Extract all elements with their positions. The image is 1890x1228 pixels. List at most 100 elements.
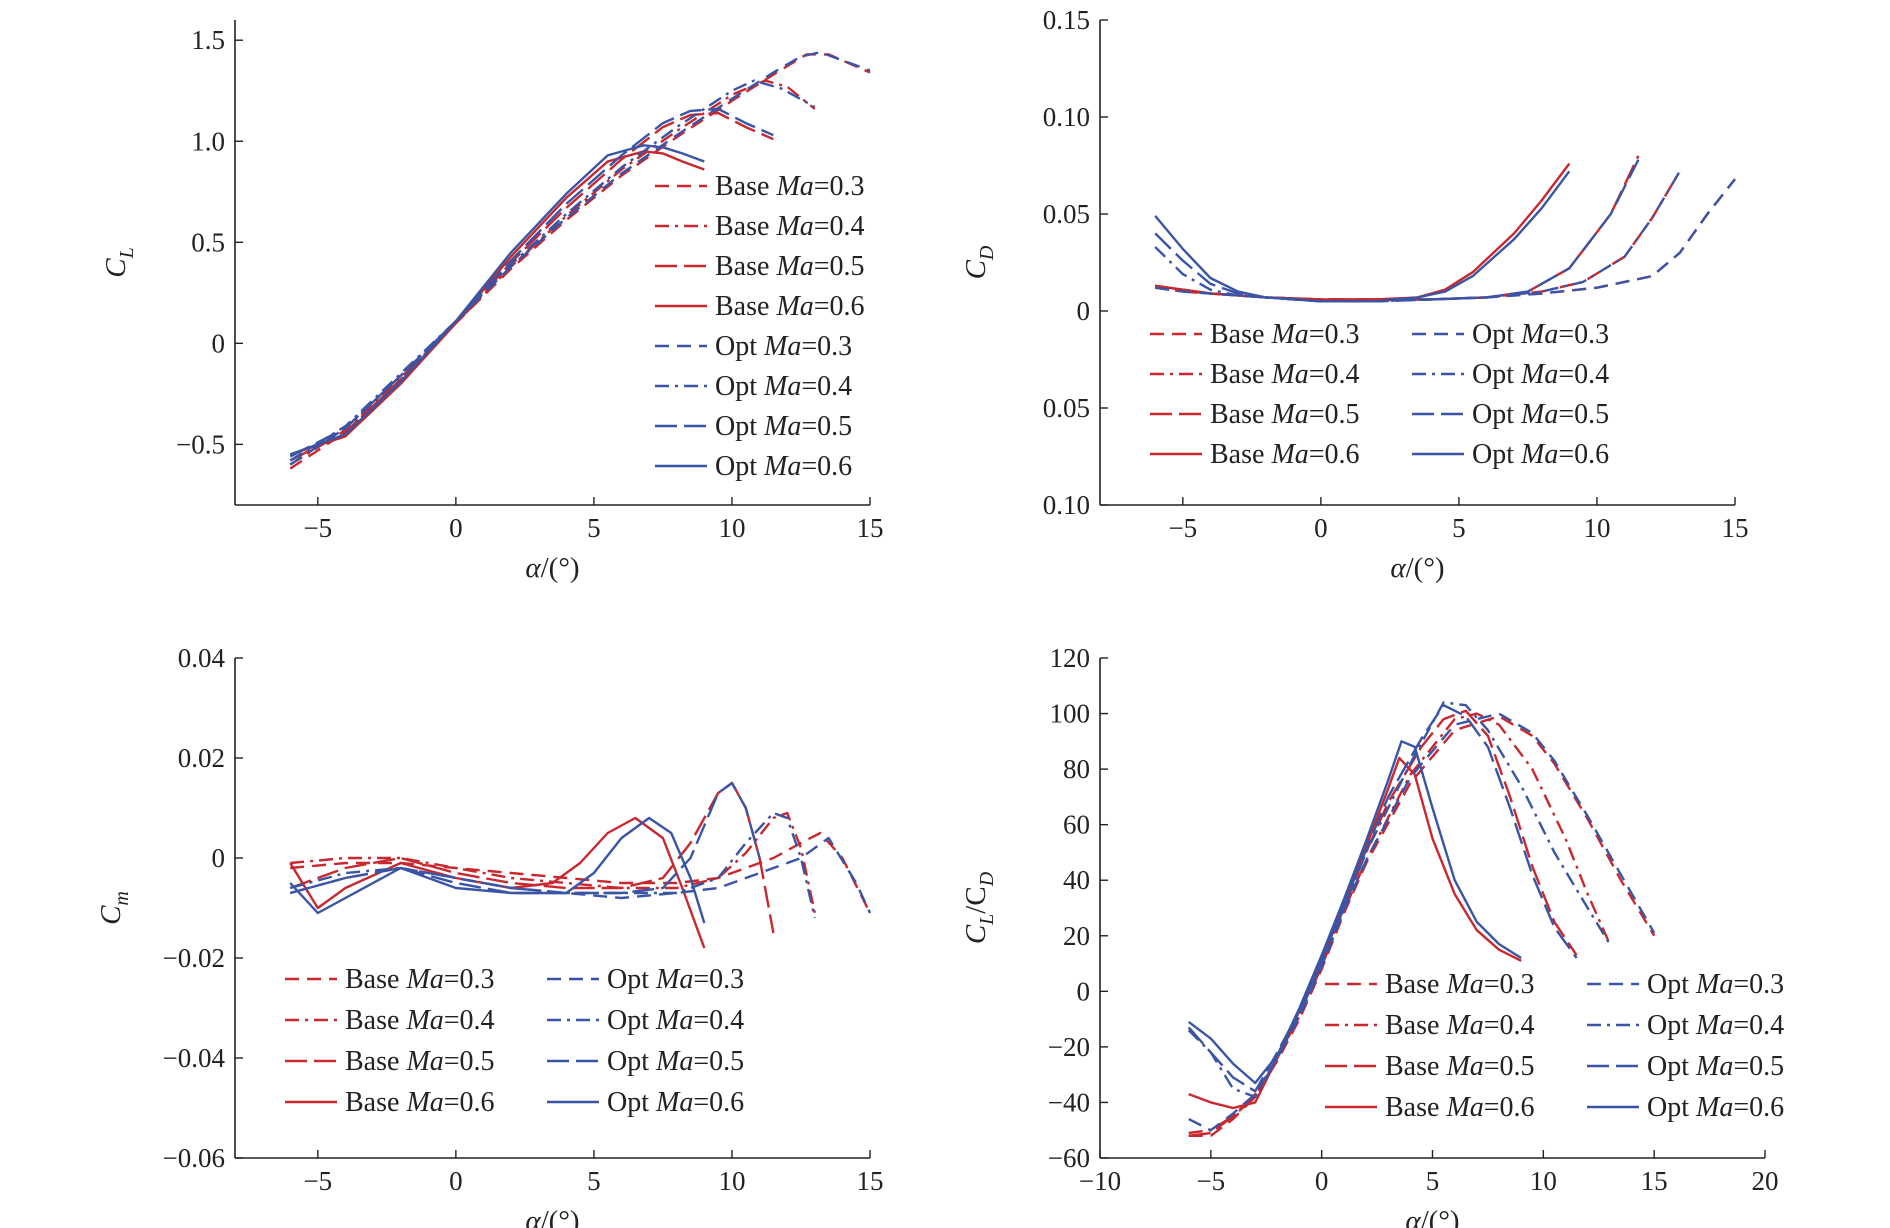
x-axis-symbol: α	[525, 1205, 541, 1228]
legend-series-name: Base	[1210, 319, 1271, 350]
x-axis-label: α/(°)	[525, 1205, 579, 1228]
series-line-opt-ma05	[289, 107, 774, 458]
legend-series-name: Opt	[715, 371, 764, 402]
x-axis-symbol: α	[1390, 552, 1406, 584]
legend-mach-symbol: Ma	[1445, 1092, 1483, 1123]
y-tick-label: 0.05	[1043, 199, 1090, 229]
legend-item: Base Ma=0.3	[1325, 969, 1535, 1000]
legend-item: Base Ma=0.3	[655, 171, 865, 202]
x-tick-label: 0	[1315, 1166, 1329, 1196]
y-tick-label: 60	[1063, 810, 1090, 840]
series-line-opt-ma05	[1154, 159, 1640, 303]
legend-item: Opt Ma=0.6	[1412, 439, 1609, 470]
x-tick-label: 10	[1583, 513, 1610, 543]
series-line-opt-ma03	[289, 51, 871, 466]
y-tick-label: 0	[212, 843, 226, 873]
legend-label: Opt Ma=0.4	[1472, 359, 1609, 390]
legend-mach-value: =0.4	[1484, 1010, 1535, 1041]
y-axis-label: CL/CD	[960, 871, 998, 944]
y-tick-label: 0.10	[1043, 102, 1090, 132]
x-axis-unit: /(°)	[1421, 1205, 1460, 1228]
legend-mach-symbol: Ma	[1270, 399, 1308, 430]
legend-item: Base Ma=0.5	[655, 251, 865, 282]
legend-series-name: Opt	[607, 1087, 656, 1118]
legend-series-name: Base	[345, 1005, 406, 1036]
legend-item: Base Ma=0.5	[285, 1046, 495, 1077]
legend-mach-value: =0.5	[1484, 1051, 1535, 1082]
x-axis-unit: /(°)	[1406, 552, 1445, 584]
x-axis-label: α/(°)	[525, 552, 579, 584]
legend-mach-value: =0.3	[1733, 969, 1784, 1000]
legend-mach-symbol: Ma	[763, 331, 801, 362]
series-line-opt-ma03	[1155, 178, 1736, 303]
y-axis-symbol: C	[95, 905, 127, 925]
legend-item: Base Ma=0.5	[1325, 1051, 1535, 1082]
legend-series-name: Base	[1210, 359, 1271, 390]
legend-mach-symbol: Ma	[1520, 359, 1558, 390]
legend-series-name: Base	[715, 291, 776, 322]
y-tick-label: 20	[1063, 921, 1090, 951]
legend-item: Base Ma=0.6	[1150, 439, 1360, 470]
legend-label: Base Ma=0.5	[1210, 399, 1360, 430]
legend-mach-value: =0.4	[1558, 359, 1609, 390]
series-line-base-ma04	[289, 79, 816, 466]
legend-mach-value: =0.6	[1484, 1092, 1535, 1123]
legend-item: Opt Ma=0.4	[655, 371, 852, 402]
legend-mach-value: =0.5	[801, 411, 852, 442]
legend-mach-symbol: Ma	[405, 964, 443, 995]
legend-item: Opt Ma=0.6	[1587, 1092, 1784, 1123]
series-line-opt-ma06	[289, 144, 705, 456]
legend-mach-value: =0.5	[444, 1046, 495, 1077]
legend-label: Opt Ma=0.5	[715, 411, 852, 442]
legend-series-name: Base	[1385, 1010, 1446, 1041]
series-line-base-ma03	[1155, 178, 1736, 301]
legend-mach-symbol: Ma	[1520, 319, 1558, 350]
series-line-base-ma05	[1188, 709, 1578, 1137]
legend-mach-value: =0.4	[1309, 359, 1360, 390]
legend-mach-symbol: Ma	[1270, 319, 1308, 350]
legend-mach-symbol: Ma	[405, 1046, 443, 1077]
y-axis-symbol: C	[100, 258, 132, 278]
legend-series-name: Opt	[607, 1046, 656, 1077]
legend-mach-value: =0.5	[1733, 1051, 1784, 1082]
legend-label: Opt Ma=0.3	[1472, 319, 1609, 350]
x-axis-unit: /(°)	[541, 552, 580, 584]
x-axis-unit: /(°)	[541, 1205, 580, 1228]
legend-series-name: Opt	[1472, 439, 1521, 470]
legend-series-name: Base	[715, 211, 776, 242]
x-tick-label: 20	[1752, 1166, 1779, 1196]
y-tick-label: −0.5	[176, 429, 225, 459]
legend-series-name: Opt	[1472, 319, 1521, 350]
y-axis-label: Cm	[95, 891, 133, 925]
series-line-opt-ma05	[289, 781, 761, 895]
legend-mach-value: =0.4	[693, 1005, 744, 1036]
legend-label: Base Ma=0.5	[715, 251, 865, 282]
legend-item: Opt Ma=0.3	[547, 964, 744, 995]
legend-item: Base Ma=0.6	[655, 291, 865, 322]
x-axis-label: α/(°)	[1390, 552, 1444, 584]
legend-series-name: Opt	[1472, 359, 1521, 390]
y-tick-label: 0.5	[191, 227, 225, 257]
legend-series-name: Opt	[607, 1005, 656, 1036]
lift-drag-ratio-chart: −10 −5 0 5 10 15 20 −60 −40 −20 0 20 40 60 80 100 120 α/(…	[960, 643, 1784, 1228]
x-tick-label: −10	[1079, 1166, 1121, 1196]
series-line-base-ma03	[290, 831, 872, 914]
series-line-opt-ma04	[1187, 701, 1611, 1099]
y-axis-subscript-2: D	[976, 871, 998, 887]
legend-mach-value: =0.3	[801, 331, 852, 362]
legend-mach-value: =0.3	[693, 964, 744, 995]
legend-mach-symbol: Ma	[763, 451, 801, 482]
y-axis-subscript: L	[116, 247, 138, 259]
x-tick-label: 5	[587, 1166, 601, 1196]
legend-mach-symbol: Ma	[1695, 1010, 1733, 1041]
legend-mach-value: =0.4	[444, 1005, 495, 1036]
legend-mach-symbol: Ma	[775, 291, 813, 322]
x-tick-label: 0	[1314, 513, 1328, 543]
y-tick-label: −60	[1048, 1143, 1090, 1173]
series-line-opt-ma03	[289, 836, 872, 914]
legend-label: Opt Ma=0.4	[715, 371, 852, 402]
y-tick-label: 0.04	[178, 643, 226, 673]
y-tick-label: −0.06	[163, 1143, 225, 1173]
